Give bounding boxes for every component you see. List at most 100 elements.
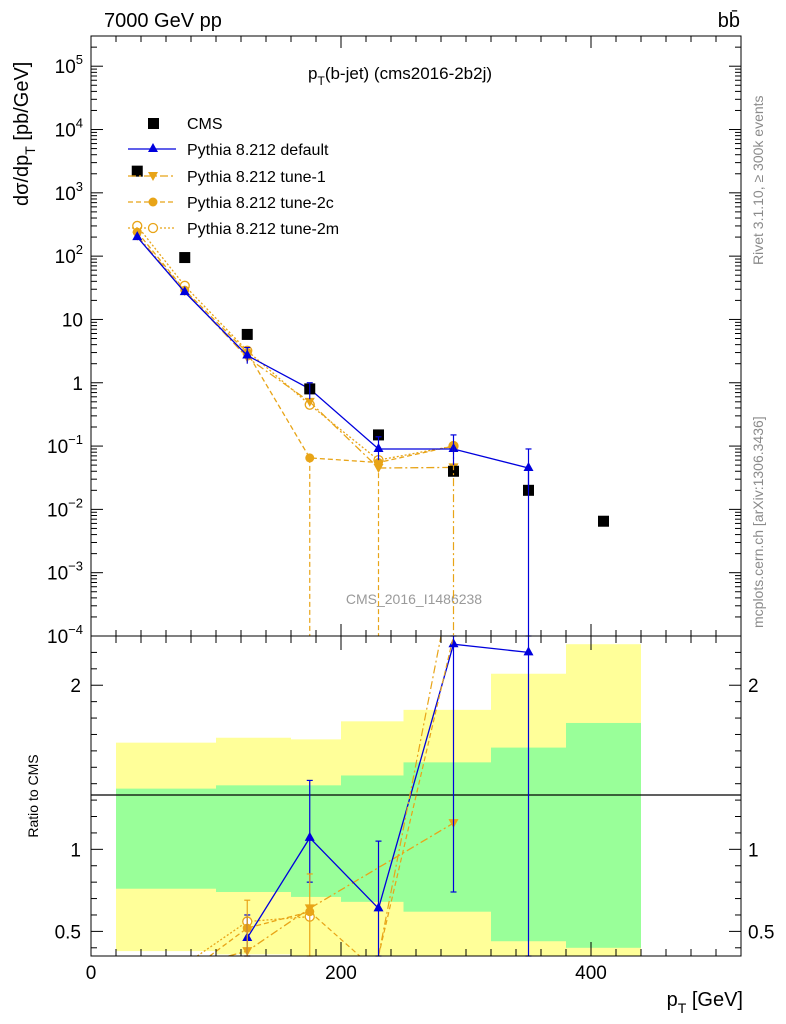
tick-base: 10 <box>55 184 76 205</box>
energy-label: 7000 GeV pp <box>104 10 222 32</box>
legend-entry-default: Pythia 8.212 default <box>128 142 329 159</box>
ratio-series <box>196 635 534 957</box>
rivet-label: Rivet 3.1.10, ≥ 300k events <box>750 95 766 265</box>
series-line-tune1 <box>136 235 454 469</box>
band-inner <box>116 788 216 889</box>
main-y-tick-label: 1 <box>72 374 83 395</box>
main-ticks <box>90 35 742 637</box>
ratio-y-tick-label-left: 2 <box>70 676 81 697</box>
ratio-y-tick-label-left: 1 <box>70 840 81 861</box>
tick-exponent: −4 <box>68 622 83 637</box>
main-y-tick-label: 10−4 <box>47 622 83 648</box>
point-default <box>132 231 143 241</box>
legend-marker-tune2m <box>147 222 159 234</box>
main-series-tune1 <box>132 231 459 474</box>
tick-base: 10 <box>55 247 76 268</box>
tick-base: 1 <box>72 374 83 395</box>
tick-base: 10 <box>62 310 83 331</box>
main-series <box>131 165 609 636</box>
ratio-y-tick-label-right: 2 <box>748 676 759 697</box>
legend-marker-cms <box>148 118 159 129</box>
band-inner <box>216 785 291 892</box>
main-series-default <box>132 231 534 472</box>
ratio-line-tune2c <box>209 911 310 957</box>
tick-exponent: 5 <box>76 52 83 67</box>
tick-exponent: −1 <box>68 432 83 447</box>
point-tune1 <box>304 397 315 407</box>
legend-entry-tune1: Pythia 8.212 tune-1 <box>128 169 326 186</box>
tick-exponent: −3 <box>68 559 83 574</box>
x-tick-label: 200 <box>325 963 357 984</box>
point-data <box>598 515 609 527</box>
main-ylabel: dσ/dpT [pb/GeV] <box>11 62 38 206</box>
legend-entry-tune2m: Pythia 8.212 tune-2m <box>128 221 339 238</box>
series-line-default <box>136 236 529 469</box>
ratio-ylabel: Ratio to CMS <box>25 754 41 837</box>
xlabel-units: [GeV] <box>686 989 743 1011</box>
point-data <box>131 165 143 177</box>
ylabel-units: [pb/GeV] <box>11 62 33 147</box>
main-series-tune2c <box>132 227 458 468</box>
point-data <box>179 252 191 264</box>
point-default <box>179 286 190 296</box>
main-y-tick-label: 10−2 <box>47 495 83 521</box>
main-y-tick-label: 102 <box>55 242 83 268</box>
mcplots-label: mcplots.cern.ch [arXiv:1306.3436] <box>750 416 766 628</box>
tick-exponent: 2 <box>76 242 83 257</box>
title-rest: (b-jet) (cms2016-2b2j) <box>325 64 492 83</box>
ratio-y-tick-label-right: 0.5 <box>748 922 774 943</box>
point-data <box>241 328 253 340</box>
ylabel-main: dσ/dp <box>11 155 33 206</box>
legend-label-tune2m: Pythia 8.212 tune-2m <box>187 221 339 238</box>
main-series-data <box>131 165 609 527</box>
x-tick-label: 0 <box>86 963 97 984</box>
main-y-tick-label: 10−1 <box>47 432 83 458</box>
tick-base: 10 <box>55 121 76 142</box>
x-axis-label: pT [GeV] <box>667 989 743 1016</box>
ratio-panel: 0.5 0.5 1 1 2 2 Ratio to CMS 0 200 400 pT [GeV] <box>25 635 774 1016</box>
legend-label-tune1: Pythia 8.212 tune-1 <box>187 169 326 186</box>
legend: CMS Pythia 8.212 default Pythia 8.212 tu… <box>128 116 339 238</box>
ratio-y-tick-label-right: 1 <box>748 840 759 861</box>
main-y-tick-label: 104 <box>55 116 83 142</box>
x-tick-label: 400 <box>575 963 607 984</box>
ratio-ticks: 0.5 0.5 1 1 2 2 <box>55 635 774 956</box>
ratio-offscale-line <box>309 911 361 957</box>
legend-marker-tune2c <box>148 197 158 207</box>
series-line-tune2c <box>136 231 454 464</box>
tick-base: 10 <box>47 500 68 521</box>
ratio-offscale-line <box>377 635 442 957</box>
legend-marker-default <box>148 143 158 152</box>
ratio-y-tick-label-left: 0.5 <box>55 922 81 943</box>
tick-base: 10 <box>47 627 68 648</box>
main-y-tick-label: 10 <box>62 310 83 331</box>
xlabel-p: p <box>667 989 678 1011</box>
legend-label-cms: CMS <box>187 116 223 133</box>
point-data <box>448 465 459 477</box>
band-inner <box>291 785 341 897</box>
ratio-line-tune1 <box>228 822 454 957</box>
ratio-offscale-line <box>377 635 455 957</box>
tick-exponent: 3 <box>76 179 83 194</box>
tick-base: 10 <box>47 437 68 458</box>
x-tick-labels: 0 200 400 <box>86 963 607 984</box>
title-p: p <box>308 64 317 83</box>
band-inner <box>403 762 491 912</box>
legend-entry-cms: CMS <box>148 116 223 133</box>
ylabel-sub: T <box>22 146 38 155</box>
point-data <box>373 429 384 441</box>
main-y-tick-label: 10−3 <box>47 559 83 585</box>
legend-entry-tune2c: Pythia 8.212 tune-2c <box>128 195 334 212</box>
plot-title: pT(b-jet) (cms2016-2b2j) <box>308 64 492 88</box>
tick-base: 10 <box>47 564 68 585</box>
legend-label-tune2c: Pythia 8.212 tune-2c <box>187 195 334 212</box>
tick-exponent: −2 <box>68 495 83 510</box>
main-y-tick-label: 103 <box>55 179 83 205</box>
legend-marker-tune1 <box>148 172 158 181</box>
tick-base: 10 <box>55 57 76 78</box>
xlabel-sub: T <box>678 1000 687 1016</box>
tick-exponent: 4 <box>76 116 83 131</box>
